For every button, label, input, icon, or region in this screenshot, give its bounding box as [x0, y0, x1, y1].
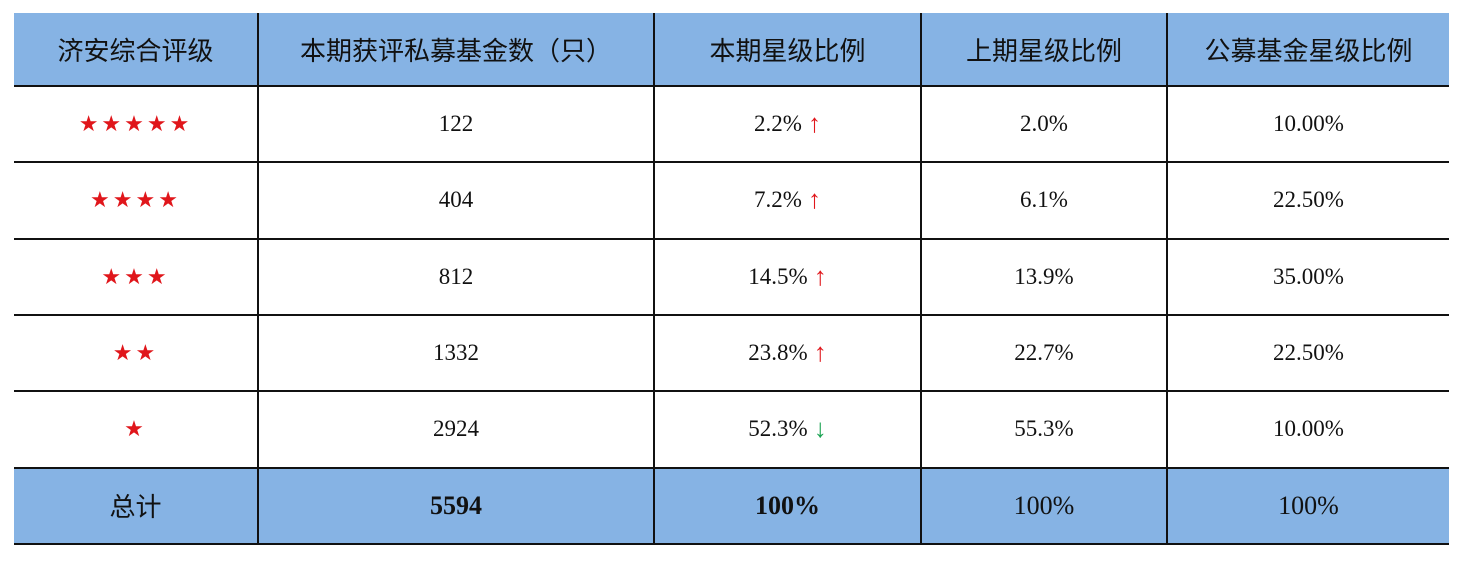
header-text: 本期获评私募基金数（只） [299, 36, 612, 66]
header-cell: 本期获评私募基金数（只） [259, 13, 655, 87]
rating-table: 济安综合评级 本期获评私募基金数（只） 本期星级比例 上期星级比例 公募基金星级比例 ★★… [14, 13, 1449, 545]
cell: 7.2% ↑ [655, 163, 922, 240]
total-current: 100% [755, 490, 820, 520]
cell: 23.8% ↑ [655, 315, 922, 393]
current-text: 14.5% [748, 263, 808, 289]
previous-text: 6.1% [1020, 187, 1068, 213]
total-cell: 100% [922, 468, 1168, 545]
count-text: 2924 [433, 416, 479, 442]
count-text: 122 [438, 111, 474, 137]
cell: 2.2% ↑ [655, 87, 922, 164]
total-cell: 100% [1168, 468, 1449, 545]
cell: 10.00% [1168, 87, 1449, 164]
rating-text: ★★★★ [90, 187, 181, 213]
public-text: 22.50% [1273, 187, 1344, 213]
total-label: 总计 [109, 493, 162, 523]
cell: 6.1% [922, 163, 1168, 240]
total-count: 5594 [430, 490, 482, 520]
public-text: 10.00% [1273, 416, 1344, 442]
trend-arrow: ↓ [813, 414, 827, 444]
cell: 35.00% [1168, 240, 1449, 316]
current-text: 52.3% [748, 416, 808, 442]
header-text: 公募基金星级比例 [1204, 36, 1413, 66]
rating-text: ★★★ [101, 263, 170, 289]
current-text: 23.8% [748, 340, 808, 366]
header-text: 济安综合评级 [57, 36, 214, 66]
cell: 22.7% [922, 315, 1168, 393]
total-public: 100% [1278, 490, 1339, 520]
header-cell: 本期星级比例 [655, 13, 922, 87]
count-text: 404 [438, 187, 474, 213]
cell: 14.5% ↑ [655, 239, 922, 316]
header-cell: 公募基金星级比例 [1168, 13, 1449, 87]
previous-text: 2.0% [1020, 111, 1068, 137]
total-cell: 总计 [14, 468, 259, 545]
cell: 22.50% [1168, 316, 1449, 393]
cell: 122 [259, 87, 655, 164]
trend-arrow: ↑ [807, 109, 821, 139]
rating-text: ★★★★★ [78, 111, 193, 137]
cell: ★★★ [14, 239, 259, 316]
current-text: 7.2% [754, 187, 802, 213]
total-cell: 5594 [259, 468, 655, 545]
cell: 2924 [259, 392, 655, 469]
cell: 10.00% [1168, 392, 1449, 469]
cell: 22.50% [1168, 163, 1449, 240]
total-previous: 100% [1013, 490, 1075, 520]
public-text: 10.00% [1273, 111, 1344, 137]
cell: ★★★★★ [14, 87, 259, 164]
cell: 2.0% [922, 87, 1168, 164]
cell: 404 [259, 163, 655, 240]
cell: ★★ [14, 315, 259, 393]
rating-text: ★ [124, 416, 147, 442]
cell: ★★★★ [14, 163, 259, 240]
current-text: 2.2% [754, 111, 802, 137]
total-cell: 100% [655, 468, 922, 545]
cell: 13.9% [922, 239, 1168, 316]
rating-text: ★★ [112, 340, 159, 366]
count-text: 812 [438, 263, 474, 289]
cell: ★ [14, 392, 259, 469]
previous-text: 55.3% [1014, 416, 1074, 442]
trend-arrow: ↑ [807, 185, 821, 215]
previous-text: 13.9% [1014, 263, 1074, 289]
cell: 1332 [259, 315, 655, 393]
header-text: 上期星级比例 [965, 36, 1122, 66]
public-text: 35.00% [1273, 263, 1344, 289]
trend-arrow: ↑ [813, 261, 827, 291]
cell: 55.3% [922, 392, 1168, 469]
trend-arrow: ↑ [813, 338, 827, 368]
public-text: 22.50% [1273, 340, 1344, 366]
header-cell: 济安综合评级 [14, 13, 259, 87]
previous-text: 22.7% [1014, 340, 1074, 366]
cell: 812 [259, 239, 655, 316]
header-text: 本期星级比例 [709, 36, 866, 66]
cell: 52.3% ↓ [655, 392, 922, 469]
count-text: 1332 [433, 340, 479, 366]
header-cell: 上期星级比例 [922, 13, 1168, 87]
